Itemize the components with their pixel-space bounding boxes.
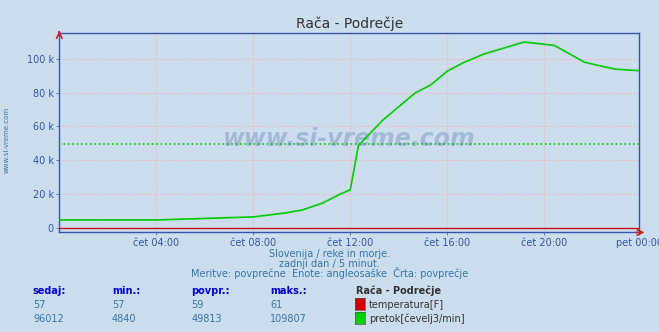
Text: 4840: 4840 bbox=[112, 314, 136, 324]
Text: Meritve: povprečne  Enote: angleosaške  Črta: povprečje: Meritve: povprečne Enote: angleosaške Čr… bbox=[191, 267, 468, 279]
Text: min.:: min.: bbox=[112, 286, 140, 296]
Text: maks.:: maks.: bbox=[270, 286, 307, 296]
Text: 61: 61 bbox=[270, 300, 283, 310]
Text: temperatura[F]: temperatura[F] bbox=[369, 300, 444, 310]
Text: povpr.:: povpr.: bbox=[191, 286, 229, 296]
Text: 96012: 96012 bbox=[33, 314, 64, 324]
Text: Rača - Podrečje: Rača - Podrečje bbox=[356, 285, 441, 296]
Text: 109807: 109807 bbox=[270, 314, 307, 324]
Title: Rača - Podrečje: Rača - Podrečje bbox=[296, 16, 403, 31]
Text: 57: 57 bbox=[112, 300, 125, 310]
Text: zadnji dan / 5 minut.: zadnji dan / 5 minut. bbox=[279, 259, 380, 269]
Text: www.si-vreme.com: www.si-vreme.com bbox=[3, 106, 10, 173]
Text: 49813: 49813 bbox=[191, 314, 221, 324]
Text: pretok[čevelj3/min]: pretok[čevelj3/min] bbox=[369, 313, 465, 324]
Text: Slovenija / reke in morje.: Slovenija / reke in morje. bbox=[269, 249, 390, 259]
Text: sedaj:: sedaj: bbox=[33, 286, 67, 296]
Text: www.si-vreme.com: www.si-vreme.com bbox=[223, 127, 476, 151]
Text: 59: 59 bbox=[191, 300, 204, 310]
Text: 57: 57 bbox=[33, 300, 45, 310]
